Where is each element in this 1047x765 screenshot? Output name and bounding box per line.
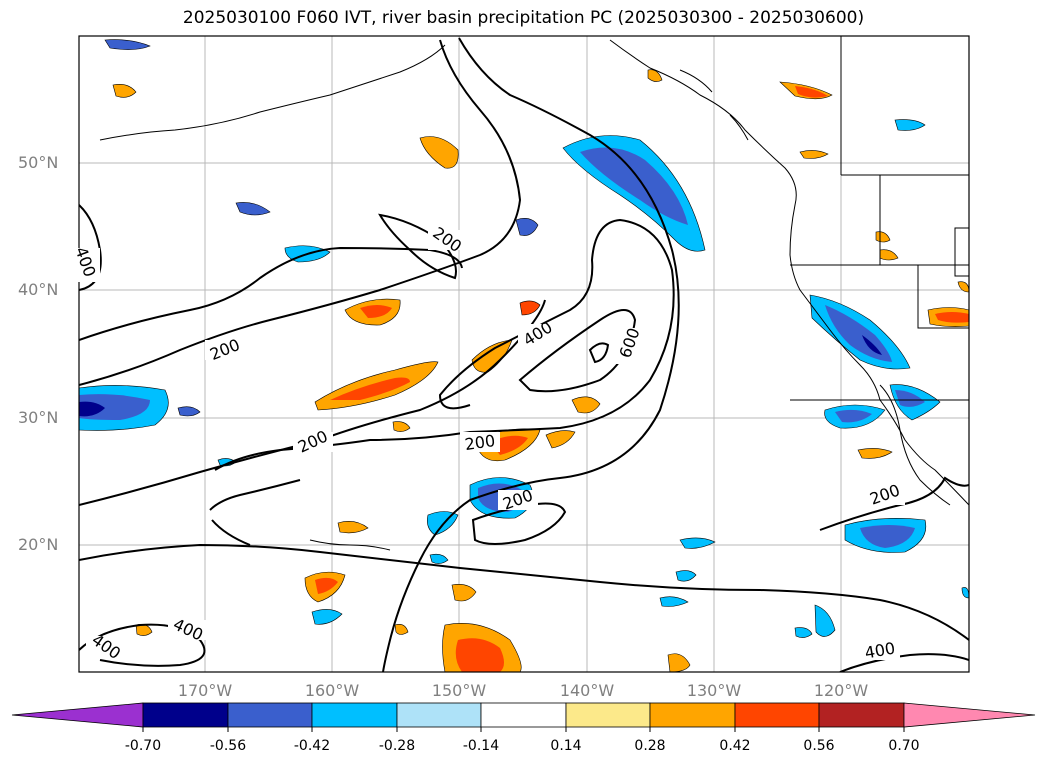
colorbar-extend-high (903, 702, 1036, 728)
colorbar-tick-label: -0.14 (462, 738, 500, 754)
colorbar-tick-label: -0.42 (293, 738, 331, 754)
contour-label: 400 (520, 317, 556, 349)
colorbar-extend-low (11, 702, 144, 728)
colorbar-tick-label: 0.42 (719, 738, 751, 754)
lon-label-170w: 170°W (177, 681, 233, 700)
contour-label: 400 (88, 630, 124, 663)
colorbar-tick-label: 0.14 (550, 738, 582, 754)
map-title: 2025030100 F060 IVT, river basin precipi… (182, 8, 865, 28)
lat-label-20n: 20°N (18, 535, 59, 554)
contour-label-group: 400 200 200 200 400 600 200 200 200 400 … (71, 223, 905, 663)
contour-label: 200 (295, 426, 331, 456)
colorbar-tick-label: -0.56 (209, 738, 247, 754)
gridlines (79, 36, 969, 672)
colorbar (11, 702, 1036, 732)
colorbar-tick-label: -0.28 (378, 738, 416, 754)
lon-label-130w: 130°W (686, 681, 742, 700)
ivt-contours (79, 37, 969, 672)
coastlines (99, 36, 969, 551)
contour-label: 200 (463, 431, 496, 454)
colorbar-tick-label: 0.70 (888, 738, 920, 754)
colorbar-tick-label: -0.70 (124, 738, 162, 754)
lon-label-120w: 120°W (813, 681, 869, 700)
lon-label-160w: 160°W (304, 681, 360, 700)
colorbar-tick-label: 0.28 (634, 738, 666, 754)
lon-label-140w: 140°W (559, 681, 615, 700)
lat-label-40n: 40°N (18, 280, 59, 299)
colorbar-tick-label: 0.56 (803, 738, 835, 754)
lat-label-50n: 50°N (18, 153, 59, 172)
lat-label-30n: 30°N (18, 408, 59, 427)
lon-label-150w: 150°W (431, 681, 487, 700)
map-frame (78, 35, 970, 673)
